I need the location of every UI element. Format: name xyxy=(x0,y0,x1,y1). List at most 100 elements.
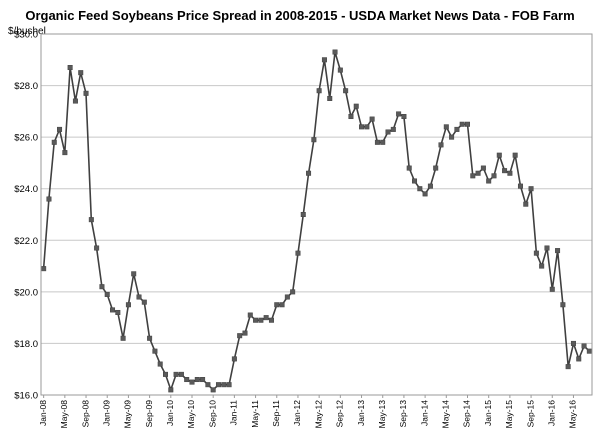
data-point-May-16 xyxy=(570,340,576,346)
data-point-Dec-10 xyxy=(226,382,232,388)
data-point-Mar-15 xyxy=(496,152,502,158)
data-point-Sep-15 xyxy=(528,186,534,192)
data-point-Jun-11 xyxy=(258,317,264,323)
data-point-Aug-15 xyxy=(523,201,529,207)
data-point-Feb-12 xyxy=(300,212,306,217)
data-point-Nov-09 xyxy=(157,361,163,367)
y-tick-label: $16.0 xyxy=(14,391,38,402)
y-axis-unit-label: $/bushel xyxy=(8,26,46,37)
x-tick-label: Sep-15 xyxy=(525,400,535,428)
y-tick-label: $20.0 xyxy=(14,287,38,298)
x-axis-ticks: Jan-08 May-08 Sep-08 Jan-09 May-09 Sep-09 Jan-… xyxy=(38,395,578,428)
data-point-May-10 xyxy=(189,379,195,385)
data-point-Jun-09 xyxy=(131,271,137,277)
y-tick-label: $24.0 xyxy=(14,184,38,195)
y-tick-label: $18.0 xyxy=(14,339,38,350)
data-point-Apr-09 xyxy=(120,335,126,341)
data-point-Aug-13 xyxy=(396,111,402,117)
data-point-May-15 xyxy=(507,170,513,176)
data-point-Jul-11 xyxy=(263,315,269,321)
data-point-Dec-14 xyxy=(480,165,486,171)
x-tick-label: Sep-11 xyxy=(271,400,281,427)
data-point-Jun-15 xyxy=(512,152,518,158)
data-point-Mar-09 xyxy=(115,309,121,315)
data-point-Nov-13 xyxy=(412,178,418,184)
data-point-Feb-08 xyxy=(46,196,52,202)
data-point-Sep-10 xyxy=(210,387,216,393)
x-tick-label: May-10 xyxy=(186,400,196,429)
data-point-Sep-09 xyxy=(147,335,153,341)
data-point-Aug-14 xyxy=(459,121,465,127)
data-point-Sep-13 xyxy=(401,114,407,120)
data-point-Apr-12 xyxy=(311,137,317,143)
data-point-May-12 xyxy=(316,88,322,94)
y-axis-ticks: $16.0 $18.0 $20.0 $22.0 $24.0 $26.0 $28.0 $30.0 xyxy=(14,30,38,402)
data-point-Mar-08 xyxy=(51,139,57,145)
data-point-Nov-15 xyxy=(539,263,545,269)
data-point-Oct-09 xyxy=(152,348,158,354)
data-point-Nov-08 xyxy=(94,245,100,251)
data-point-Jun-12 xyxy=(321,57,327,63)
data-point-Jan-10 xyxy=(168,387,174,393)
x-tick-label: May-15 xyxy=(504,400,514,429)
data-point-Mar-10 xyxy=(178,371,184,377)
data-point-May-14 xyxy=(443,124,449,130)
y-tick-label: $26.0 xyxy=(14,133,38,144)
x-tick-label: May-11 xyxy=(250,400,260,428)
data-point-Mar-12 xyxy=(306,170,312,176)
data-point-Aug-10 xyxy=(205,382,211,388)
data-point-Mar-14 xyxy=(433,165,439,171)
gridlines xyxy=(41,33,592,396)
data-point-Dec-11 xyxy=(290,289,296,295)
x-tick-label: May-13 xyxy=(377,400,387,429)
data-point-Dec-12 xyxy=(353,103,359,109)
data-point-Aug-16 xyxy=(586,348,592,354)
x-tick-label: Sep-12 xyxy=(335,400,345,428)
data-point-Jan-15 xyxy=(486,178,492,184)
x-tick-label: Sep-14 xyxy=(462,400,472,428)
data-point-May-11 xyxy=(253,317,259,323)
data-point-Dec-08 xyxy=(99,284,105,290)
data-point-Nov-11 xyxy=(284,294,290,300)
x-tick-label: Jan-14 xyxy=(419,400,429,426)
data-point-Jun-13 xyxy=(385,129,391,135)
data-point-Jan-09 xyxy=(104,291,110,297)
x-tick-label: May-16 xyxy=(568,400,578,429)
data-point-Feb-09 xyxy=(110,307,116,313)
data-point-Apr-15 xyxy=(502,168,508,174)
data-point-Oct-15 xyxy=(533,250,539,256)
data-point-Sep-14 xyxy=(464,121,470,127)
data-point-Jul-09 xyxy=(136,294,142,300)
x-tick-label: May-12 xyxy=(313,400,323,429)
x-tick-label: May-14 xyxy=(441,400,451,429)
x-tick-label: Jan-09 xyxy=(101,400,111,426)
data-point-Dec-15 xyxy=(544,245,550,251)
data-point-Jul-13 xyxy=(390,126,396,132)
data-point-Apr-14 xyxy=(438,142,444,148)
data-point-Oct-13 xyxy=(406,165,412,171)
data-point-Apr-16 xyxy=(565,364,571,370)
x-tick-label: May-08 xyxy=(59,400,69,429)
x-tick-label: Sep-10 xyxy=(207,400,217,428)
data-point-Nov-12 xyxy=(348,114,354,120)
data-point-Mar-11 xyxy=(242,330,248,336)
data-point-Sep-11 xyxy=(274,302,280,308)
x-tick-label: Jan-08 xyxy=(38,400,48,426)
x-tick-label: Jan-12 xyxy=(292,400,302,426)
data-point-Feb-15 xyxy=(491,173,497,179)
chart-title: Organic Feed Soybeans Price Spread in 20… xyxy=(25,8,574,23)
data-point-Dec-13 xyxy=(417,186,423,192)
data-point-Jul-14 xyxy=(454,126,460,132)
x-tick-label: Sep-08 xyxy=(80,400,90,428)
data-point-May-08 xyxy=(62,150,68,156)
data-point-Jan-13 xyxy=(359,124,365,130)
data-point-Mar-16 xyxy=(560,302,566,308)
data-point-Apr-10 xyxy=(184,377,190,383)
data-point-Dec-09 xyxy=(163,371,169,377)
data-point-Apr-13 xyxy=(374,139,380,145)
x-tick-label: Jan-16 xyxy=(547,400,557,426)
data-point-Apr-08 xyxy=(57,126,63,132)
x-tick-label: Sep-13 xyxy=(398,400,408,428)
